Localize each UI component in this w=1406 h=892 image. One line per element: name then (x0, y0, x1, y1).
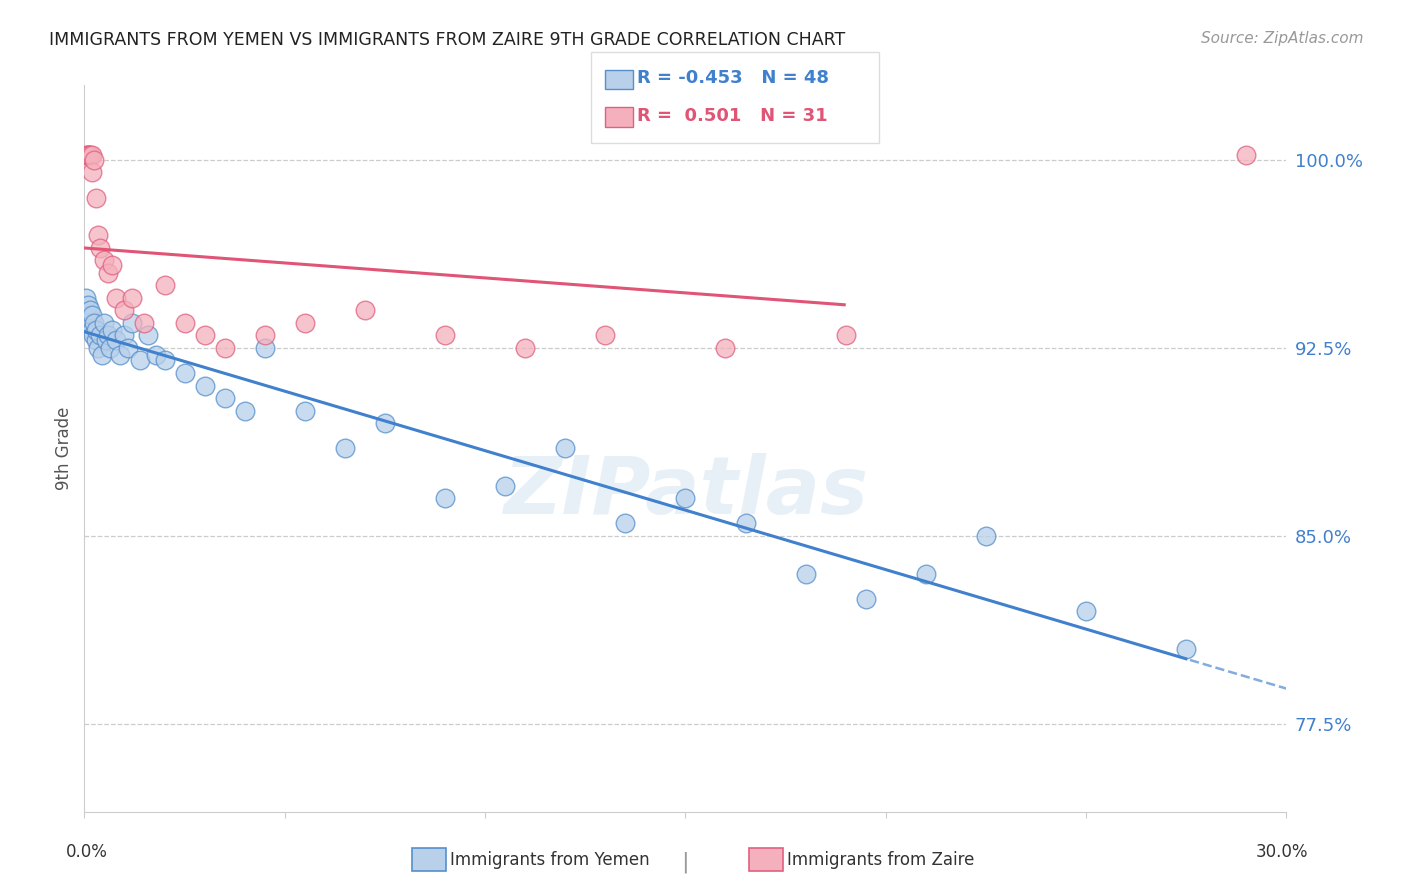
Point (77, 148, 100, 162)
Point (97, 266, 120, 280)
Point (76, 309, 98, 323)
Point (100, 341, 122, 355)
Point (75, 148, 97, 162)
Point (114, 328, 135, 343)
Point (91, 349, 114, 363)
Point (101, 323, 124, 337)
Point (79, 303, 101, 318)
Point (86, 323, 108, 337)
Point (855, 591, 877, 606)
Point (96, 334, 118, 348)
Point (675, 491, 697, 506)
Point (97, 328, 120, 343)
Point (494, 479, 516, 493)
Point (515, 341, 537, 355)
Point (75, 291, 97, 305)
Point (114, 303, 135, 318)
Point (294, 316, 316, 330)
Point (194, 328, 217, 343)
Point (121, 291, 143, 305)
Point (105, 291, 128, 305)
Point (333, 441, 356, 455)
Point (794, 566, 817, 581)
Point (89, 241, 111, 255)
Point (595, 328, 617, 343)
Point (153, 278, 176, 293)
Text: ZIPatlas: ZIPatlas (503, 453, 868, 531)
Point (84, 334, 107, 348)
Point (83, 316, 105, 330)
Point (554, 441, 576, 455)
Point (1236, 148, 1258, 162)
Text: R = -0.453   N = 48: R = -0.453 N = 48 (637, 70, 830, 87)
Point (105, 334, 128, 348)
Point (974, 529, 997, 543)
Point (93, 253, 115, 268)
Point (129, 353, 152, 368)
Point (83, 153, 105, 167)
Text: |: | (681, 852, 689, 873)
Point (89, 328, 111, 343)
Point (173, 316, 195, 330)
Point (79, 148, 101, 162)
Point (1175, 641, 1198, 656)
Point (434, 491, 457, 506)
Text: IMMIGRANTS FROM YEMEN VS IMMIGRANTS FROM ZAIRE 9TH GRADE CORRELATION CHART: IMMIGRANTS FROM YEMEN VS IMMIGRANTS FROM… (49, 31, 845, 49)
Y-axis label: 9th Grade: 9th Grade (55, 407, 73, 490)
Point (86, 190, 108, 204)
Point (835, 328, 858, 343)
Point (1076, 604, 1098, 618)
Text: Immigrants from Zaire: Immigrants from Zaire (787, 851, 974, 869)
Point (82, 309, 104, 323)
Point (374, 416, 396, 430)
Point (77, 298, 100, 312)
Point (214, 341, 236, 355)
Point (82, 328, 104, 343)
Point (253, 328, 276, 343)
Point (82, 165, 104, 179)
Point (214, 391, 236, 405)
Point (134, 316, 156, 330)
Point (614, 516, 637, 531)
Point (434, 328, 457, 343)
Point (87, 341, 110, 355)
Point (153, 353, 176, 368)
Point (233, 403, 256, 417)
Point (173, 366, 195, 380)
Text: Source: ZipAtlas.com: Source: ZipAtlas.com (1201, 31, 1364, 46)
Point (354, 303, 377, 318)
Point (145, 349, 167, 363)
Point (77, 316, 100, 330)
Point (80, 148, 103, 162)
Point (714, 341, 737, 355)
Text: Immigrants from Yemen: Immigrants from Yemen (450, 851, 650, 869)
Point (915, 566, 938, 581)
Point (294, 403, 316, 417)
Point (121, 316, 143, 330)
Text: 0.0%: 0.0% (66, 843, 108, 861)
Point (110, 349, 132, 363)
Point (734, 516, 756, 531)
Point (253, 341, 276, 355)
Point (138, 328, 160, 343)
Point (194, 378, 217, 392)
Point (76, 148, 98, 162)
Point (80, 323, 103, 337)
Point (77, 148, 100, 162)
Text: 30.0%: 30.0% (1256, 843, 1309, 861)
Text: R =  0.501   N = 31: R = 0.501 N = 31 (637, 107, 828, 125)
Point (101, 258, 124, 272)
Point (93, 316, 115, 330)
Point (117, 341, 139, 355)
Point (87, 228, 110, 243)
